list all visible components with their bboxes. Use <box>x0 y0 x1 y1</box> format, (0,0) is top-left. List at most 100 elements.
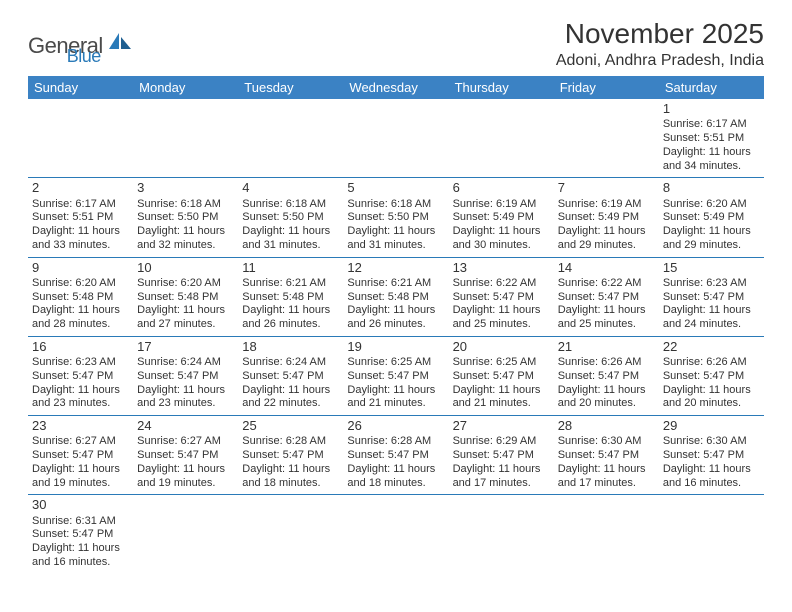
day-number: 9 <box>32 260 129 276</box>
daylight-line: Daylight: 11 hours and 16 minutes. <box>32 542 129 570</box>
day-number: 21 <box>558 339 655 355</box>
daylight-line: Daylight: 11 hours and 33 minutes. <box>32 225 129 253</box>
empty-cell <box>133 495 238 574</box>
sunrise-line: Sunrise: 6:25 AM <box>453 356 550 370</box>
day-number: 20 <box>453 339 550 355</box>
day-cell: 2Sunrise: 6:17 AMSunset: 5:51 PMDaylight… <box>28 178 133 257</box>
sunset-line: Sunset: 5:48 PM <box>242 291 339 305</box>
day-number: 2 <box>32 180 129 196</box>
weekday-cell: Sunday <box>28 76 133 99</box>
sunset-line: Sunset: 5:48 PM <box>137 291 234 305</box>
sunset-line: Sunset: 5:51 PM <box>32 211 129 225</box>
daylight-line: Daylight: 11 hours and 23 minutes. <box>32 384 129 412</box>
day-cell: 5Sunrise: 6:18 AMSunset: 5:50 PMDaylight… <box>343 178 448 257</box>
sunrise-line: Sunrise: 6:19 AM <box>558 198 655 212</box>
sunrise-line: Sunrise: 6:27 AM <box>32 435 129 449</box>
sunrise-line: Sunrise: 6:29 AM <box>453 435 550 449</box>
empty-cell <box>449 495 554 574</box>
daylight-line: Daylight: 11 hours and 31 minutes. <box>242 225 339 253</box>
sunset-line: Sunset: 5:48 PM <box>347 291 444 305</box>
day-number: 23 <box>32 418 129 434</box>
day-number: 25 <box>242 418 339 434</box>
weekday-cell: Monday <box>133 76 238 99</box>
sunset-line: Sunset: 5:50 PM <box>137 211 234 225</box>
daylight-line: Daylight: 11 hours and 17 minutes. <box>453 463 550 491</box>
day-number: 4 <box>242 180 339 196</box>
empty-cell <box>133 99 238 178</box>
day-number: 6 <box>453 180 550 196</box>
location-line: Adoni, Andhra Pradesh, India <box>556 52 764 70</box>
empty-cell <box>449 99 554 178</box>
sunset-line: Sunset: 5:47 PM <box>347 449 444 463</box>
sunrise-line: Sunrise: 6:20 AM <box>137 277 234 291</box>
sunrise-line: Sunrise: 6:28 AM <box>242 435 339 449</box>
daylight-line: Daylight: 11 hours and 31 minutes. <box>347 225 444 253</box>
daylight-line: Daylight: 11 hours and 34 minutes. <box>663 146 760 174</box>
day-cell: 15Sunrise: 6:23 AMSunset: 5:47 PMDayligh… <box>659 257 764 336</box>
sunrise-line: Sunrise: 6:31 AM <box>32 515 129 529</box>
day-cell: 21Sunrise: 6:26 AMSunset: 5:47 PMDayligh… <box>554 336 659 415</box>
day-cell: 25Sunrise: 6:28 AMSunset: 5:47 PMDayligh… <box>238 416 343 495</box>
daylight-line: Daylight: 11 hours and 19 minutes. <box>32 463 129 491</box>
sunrise-line: Sunrise: 6:20 AM <box>663 198 760 212</box>
sunrise-line: Sunrise: 6:17 AM <box>663 118 760 132</box>
day-number: 12 <box>347 260 444 276</box>
daylight-line: Daylight: 11 hours and 19 minutes. <box>137 463 234 491</box>
day-number: 28 <box>558 418 655 434</box>
empty-cell <box>343 99 448 178</box>
sunset-line: Sunset: 5:47 PM <box>137 449 234 463</box>
day-number: 8 <box>663 180 760 196</box>
day-cell: 20Sunrise: 6:25 AMSunset: 5:47 PMDayligh… <box>449 336 554 415</box>
sunset-line: Sunset: 5:50 PM <box>242 211 339 225</box>
daylight-line: Daylight: 11 hours and 26 minutes. <box>347 304 444 332</box>
empty-cell <box>238 495 343 574</box>
day-cell: 10Sunrise: 6:20 AMSunset: 5:48 PMDayligh… <box>133 257 238 336</box>
day-number: 22 <box>663 339 760 355</box>
calendar-week: 16Sunrise: 6:23 AMSunset: 5:47 PMDayligh… <box>28 336 764 415</box>
day-cell: 8Sunrise: 6:20 AMSunset: 5:49 PMDaylight… <box>659 178 764 257</box>
calendar-header: Sunday Monday Tuesday Wednesday Thursday… <box>28 76 764 99</box>
day-number: 26 <box>347 418 444 434</box>
sunrise-line: Sunrise: 6:21 AM <box>347 277 444 291</box>
sunset-line: Sunset: 5:47 PM <box>663 291 760 305</box>
sunset-line: Sunset: 5:50 PM <box>347 211 444 225</box>
sunrise-line: Sunrise: 6:22 AM <box>453 277 550 291</box>
day-number: 24 <box>137 418 234 434</box>
day-number: 27 <box>453 418 550 434</box>
daylight-line: Daylight: 11 hours and 21 minutes. <box>453 384 550 412</box>
weekday-cell: Friday <box>554 76 659 99</box>
weekday-cell: Saturday <box>659 76 764 99</box>
daylight-line: Daylight: 11 hours and 29 minutes. <box>558 225 655 253</box>
sunrise-line: Sunrise: 6:27 AM <box>137 435 234 449</box>
sunset-line: Sunset: 5:47 PM <box>558 449 655 463</box>
day-cell: 13Sunrise: 6:22 AMSunset: 5:47 PMDayligh… <box>449 257 554 336</box>
sail-icon <box>107 31 133 56</box>
sunrise-line: Sunrise: 6:20 AM <box>32 277 129 291</box>
weekday-row: Sunday Monday Tuesday Wednesday Thursday… <box>28 76 764 99</box>
day-number: 17 <box>137 339 234 355</box>
day-cell: 3Sunrise: 6:18 AMSunset: 5:50 PMDaylight… <box>133 178 238 257</box>
title-block: November 2025 Adoni, Andhra Pradesh, Ind… <box>556 18 764 70</box>
day-number: 16 <box>32 339 129 355</box>
sunrise-line: Sunrise: 6:26 AM <box>558 356 655 370</box>
daylight-line: Daylight: 11 hours and 25 minutes. <box>558 304 655 332</box>
sunrise-line: Sunrise: 6:24 AM <box>137 356 234 370</box>
sunrise-line: Sunrise: 6:24 AM <box>242 356 339 370</box>
day-number: 14 <box>558 260 655 276</box>
day-number: 11 <box>242 260 339 276</box>
sunset-line: Sunset: 5:49 PM <box>558 211 655 225</box>
calendar-page: General Blue November 2025 Adoni, Andhra… <box>0 0 792 584</box>
day-cell: 19Sunrise: 6:25 AMSunset: 5:47 PMDayligh… <box>343 336 448 415</box>
day-cell: 12Sunrise: 6:21 AMSunset: 5:48 PMDayligh… <box>343 257 448 336</box>
day-number: 18 <box>242 339 339 355</box>
sunset-line: Sunset: 5:47 PM <box>453 291 550 305</box>
day-number: 1 <box>663 101 760 117</box>
day-cell: 29Sunrise: 6:30 AMSunset: 5:47 PMDayligh… <box>659 416 764 495</box>
sunrise-line: Sunrise: 6:18 AM <box>242 198 339 212</box>
sunset-line: Sunset: 5:49 PM <box>453 211 550 225</box>
weekday-cell: Tuesday <box>238 76 343 99</box>
calendar-week: 30Sunrise: 6:31 AMSunset: 5:47 PMDayligh… <box>28 495 764 574</box>
header-row: General Blue November 2025 Adoni, Andhra… <box>28 18 764 70</box>
daylight-line: Daylight: 11 hours and 28 minutes. <box>32 304 129 332</box>
sunrise-line: Sunrise: 6:26 AM <box>663 356 760 370</box>
